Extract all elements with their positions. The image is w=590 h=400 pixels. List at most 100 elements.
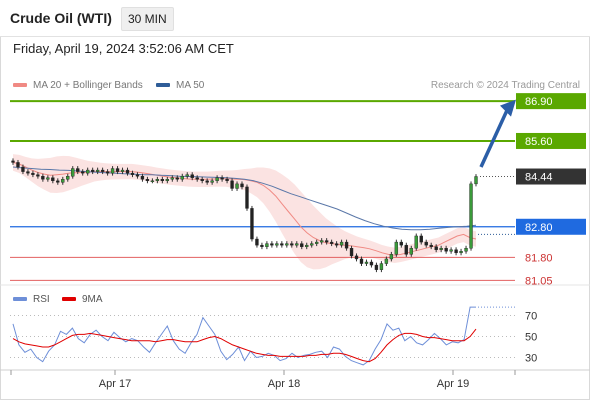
candle-body <box>21 166 25 172</box>
candle-body <box>110 168 115 174</box>
candle-body <box>46 177 50 180</box>
ma50-line <box>12 166 477 231</box>
candle-body <box>469 183 473 249</box>
candle-body <box>71 168 75 177</box>
level-label-82-80: 82.80 <box>525 222 553 234</box>
candle-body <box>329 241 334 244</box>
candle-body <box>265 243 269 247</box>
candle-body <box>175 177 179 180</box>
candle-body <box>125 169 130 174</box>
legend-ma20: MA 20 + Bollinger Bands <box>13 80 143 91</box>
level-label-85-60: 85.60 <box>525 136 553 148</box>
candle-body <box>374 264 379 270</box>
candle-body <box>300 243 304 247</box>
candle-body <box>31 172 35 175</box>
candle-body <box>115 168 120 172</box>
candle-body <box>255 238 259 246</box>
candle-body <box>339 241 344 246</box>
rsi-ma-legend-swatch <box>62 297 76 301</box>
candle-body <box>439 248 443 250</box>
candle-body <box>245 186 249 209</box>
candle-body <box>135 174 140 177</box>
candle-body <box>180 176 184 180</box>
candle-body <box>56 180 60 183</box>
candle-body <box>270 243 274 246</box>
candle-body <box>275 243 279 246</box>
candle-body <box>105 171 110 174</box>
rsi-tick-label-50: 50 <box>525 332 537 344</box>
candle-body <box>444 248 448 252</box>
rsi-legend-swatch <box>13 297 27 301</box>
candle-body <box>195 177 199 180</box>
bollinger-band-area <box>13 154 476 270</box>
candle-body <box>474 176 478 185</box>
level-label-box-82-80 <box>516 218 586 235</box>
level-label-box-84-44 <box>516 168 586 185</box>
chart-header: Crude Oil (WTI) 30 MIN <box>0 0 590 37</box>
source-credit: Research © 2024 Trading Central <box>430 80 580 91</box>
candle-body <box>414 235 418 249</box>
candle-body <box>51 177 55 182</box>
candle-body <box>165 179 170 182</box>
candle-body <box>61 179 65 183</box>
candle-body <box>16 162 20 168</box>
candle-body <box>170 177 174 180</box>
candle-body <box>190 174 194 178</box>
candle-body <box>404 244 408 255</box>
candle-body <box>250 208 254 240</box>
candle-body <box>26 171 30 174</box>
candle-body <box>285 243 289 246</box>
candle-body <box>399 241 404 246</box>
candle-body <box>66 176 70 180</box>
candle-body <box>394 241 399 255</box>
candle-body <box>140 176 145 180</box>
candle-body <box>454 249 458 254</box>
candle-body <box>459 251 463 254</box>
candle-body <box>409 248 413 255</box>
timestamp: Friday, April 19, 2024 3:52:06 AM CET <box>13 41 234 56</box>
level-label-81-80: 81.80 <box>525 252 553 264</box>
candle-body <box>215 177 219 182</box>
candle-body <box>205 180 209 183</box>
projection-arrow-shaft <box>479 109 509 168</box>
candle-body <box>334 243 339 246</box>
level-label-84-44: 84.44 <box>525 172 553 184</box>
candle-body <box>384 258 389 264</box>
ma50-swatch <box>156 83 170 88</box>
candle-body <box>464 248 468 252</box>
x-tick-label: Apr 17 <box>99 378 131 390</box>
candle-body <box>160 179 165 182</box>
candle-body <box>310 243 314 246</box>
candle-body <box>11 160 15 163</box>
candle-body <box>76 168 80 172</box>
candle-body <box>36 174 40 177</box>
candle-body <box>185 174 189 177</box>
candle-body <box>364 261 369 264</box>
candle-body <box>225 179 229 182</box>
candle-body <box>305 244 309 247</box>
candle-body <box>319 240 324 243</box>
interval-button[interactable]: 30 MIN <box>121 7 174 31</box>
candle-body <box>354 255 359 260</box>
rsi-line <box>12 306 476 366</box>
candle-body <box>290 243 294 246</box>
candle-body <box>240 183 244 188</box>
level-label-81-05: 81.05 <box>525 275 553 287</box>
candle-body <box>130 172 135 175</box>
candle-body <box>230 180 234 189</box>
candle-body <box>85 169 90 174</box>
ma20-swatch <box>13 83 27 88</box>
candle-body <box>315 241 319 244</box>
candle-body <box>100 169 105 172</box>
legend-ma20-label: MA 20 + Bollinger Bands <box>33 80 143 91</box>
candle-body <box>155 179 160 182</box>
candle-body <box>145 179 150 182</box>
level-label-86-90: 86.90 <box>525 96 553 108</box>
candle-body <box>280 243 284 246</box>
rsi-legend-label: RSI <box>33 294 50 305</box>
candle-body <box>235 183 239 189</box>
candle-body <box>210 180 214 183</box>
candle-body <box>220 177 224 180</box>
rsi-tick-label-70: 70 <box>525 311 537 323</box>
